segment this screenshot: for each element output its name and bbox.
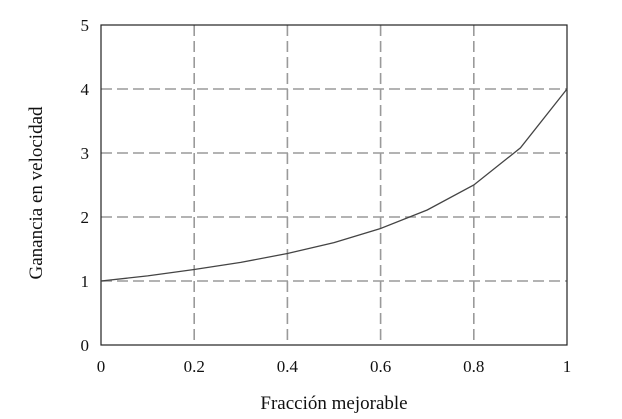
y-axis-label: Ganancia en velocidad: [26, 106, 47, 280]
x-tick-label: 1: [563, 357, 572, 376]
x-axis-label: Fracción mejorable: [260, 393, 407, 414]
y-tick-label: 2: [81, 208, 90, 227]
y-tick-label: 4: [81, 80, 90, 99]
axes: [100, 24, 568, 346]
x-tick-label: 0.6: [370, 357, 391, 376]
series-layer: [100, 88, 568, 282]
y-tick-label: 5: [81, 16, 90, 35]
plot-frame: [100, 24, 568, 346]
y-tick-label: 0: [81, 336, 90, 355]
x-tick-label: 0.2: [184, 357, 205, 376]
tick-labels: 0 0.2 0.4 0.6 0.8 1 0 1 2 3 4 5: [81, 16, 572, 376]
y-tick-label: 1: [81, 272, 90, 291]
grid-lines: [101, 25, 567, 345]
x-tick-label: 0.8: [463, 357, 484, 376]
speedup-line: [100, 88, 568, 282]
x-tick-label: 0.4: [277, 357, 299, 376]
y-tick-label: 3: [81, 144, 90, 163]
x-tick-label: 0: [97, 357, 106, 376]
